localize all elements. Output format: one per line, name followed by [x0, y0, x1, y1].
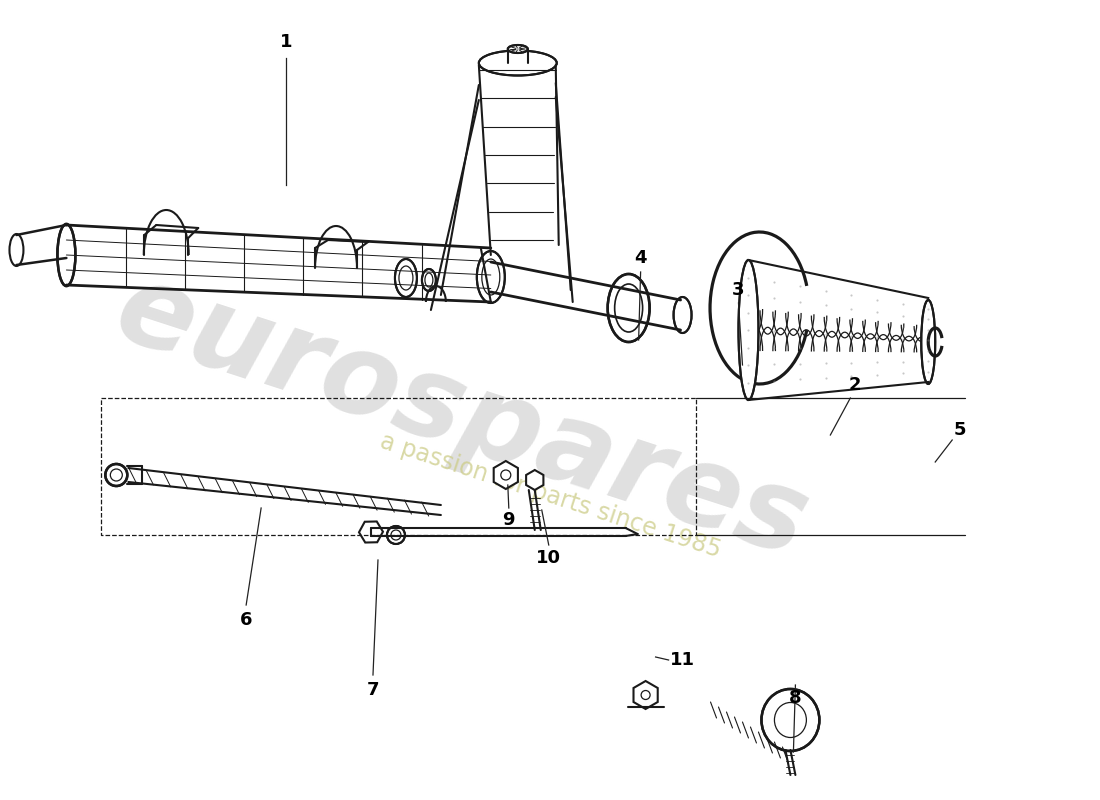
Ellipse shape [761, 689, 820, 751]
Ellipse shape [106, 464, 128, 486]
Ellipse shape [921, 300, 935, 384]
Text: 5: 5 [954, 421, 967, 439]
Text: 3: 3 [733, 281, 745, 299]
Text: 10: 10 [536, 549, 561, 567]
Text: 9: 9 [503, 511, 515, 529]
Ellipse shape [395, 259, 417, 297]
Text: 8: 8 [789, 689, 802, 707]
Text: 6: 6 [240, 611, 252, 629]
Ellipse shape [738, 260, 759, 400]
Ellipse shape [478, 50, 557, 75]
Text: 1: 1 [279, 33, 293, 51]
Ellipse shape [387, 526, 405, 544]
Text: 11: 11 [670, 651, 695, 669]
Text: eurospares: eurospares [103, 252, 823, 580]
Ellipse shape [607, 274, 650, 342]
Text: 4: 4 [635, 249, 647, 267]
Ellipse shape [57, 224, 76, 286]
Ellipse shape [422, 269, 436, 291]
Text: 7: 7 [366, 681, 379, 699]
Ellipse shape [476, 251, 505, 303]
Ellipse shape [673, 297, 692, 333]
Text: a passion for parts since 1985: a passion for parts since 1985 [377, 430, 724, 562]
Ellipse shape [508, 45, 528, 53]
Text: 2: 2 [849, 376, 861, 394]
